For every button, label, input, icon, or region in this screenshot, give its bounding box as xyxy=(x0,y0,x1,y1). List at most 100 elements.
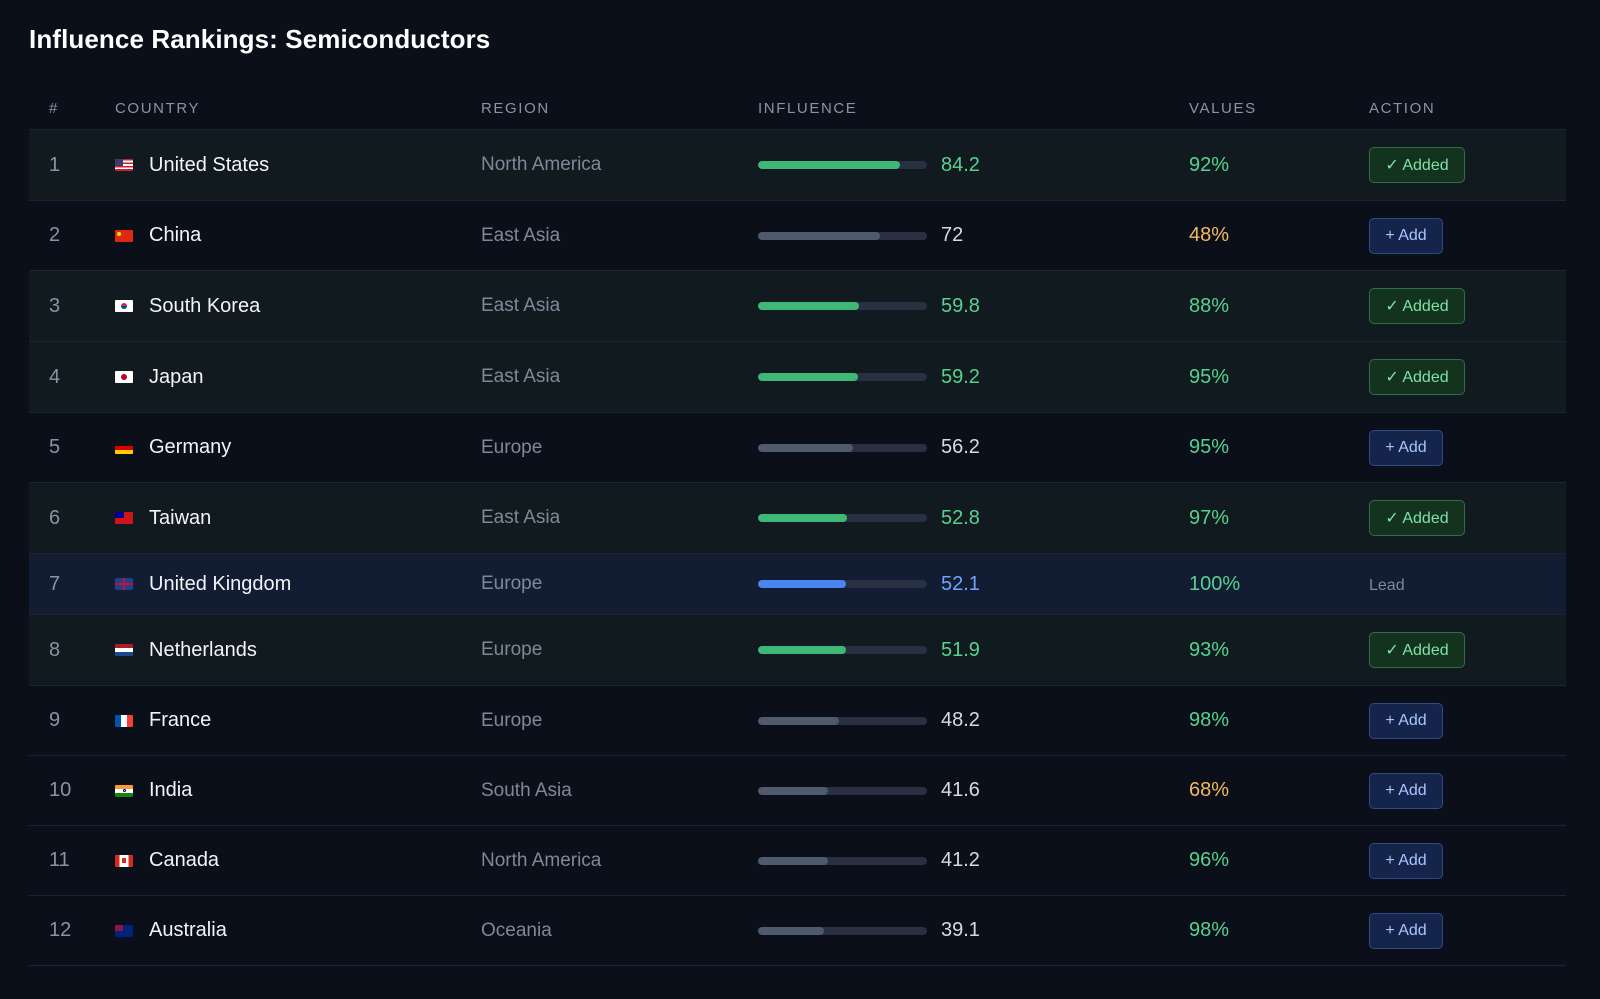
region-cell: East Asia xyxy=(481,295,561,316)
influence-bar-track xyxy=(758,514,927,522)
region-cell: East Asia xyxy=(481,507,561,528)
influence-bar-track xyxy=(758,302,927,310)
influence-bar-fill xyxy=(758,373,859,381)
influence-score: 41.2 xyxy=(941,849,980,871)
country-name: Netherlands xyxy=(149,638,257,661)
influence-bar-track xyxy=(758,161,927,169)
country-name: South Korea xyxy=(149,294,261,317)
table-row: 12 Australia Oceania 39.1 98% + Add xyxy=(29,896,1566,966)
country-cell: United Kingdom xyxy=(115,573,481,596)
table-row: 10 India South Asia 41.6 68% + Add xyxy=(29,756,1566,826)
table-row: 7 United Kingdom Europe 52.1 100% Lead xyxy=(29,554,1566,615)
kr-flag-icon xyxy=(115,300,133,312)
influence-score: 51.9 xyxy=(941,638,980,661)
added-button[interactable]: ✓ Added xyxy=(1369,632,1465,668)
values-cell: 98% xyxy=(1189,709,1230,731)
action-cell: ✓ Added xyxy=(1369,147,1566,183)
country-name: Australia xyxy=(149,919,227,941)
header-rank: # xyxy=(49,100,59,117)
de-flag-icon xyxy=(115,441,133,454)
country-name: United States xyxy=(149,153,270,176)
page-title: Influence Rankings: Semiconductors xyxy=(29,24,491,54)
influence-score: 41.6 xyxy=(941,779,980,801)
action-cell: ✓ Added xyxy=(1369,359,1566,395)
add-button[interactable]: + Add xyxy=(1369,702,1443,739)
fr-flag-icon xyxy=(115,714,133,727)
header-country: COUNTRY xyxy=(115,100,201,117)
table-row: 9 France Europe 48.2 98% + Add xyxy=(29,686,1566,756)
table-row: 11 Canada North America 41.2 96% + Add xyxy=(29,826,1566,896)
add-button[interactable]: + Add xyxy=(1369,912,1443,949)
region-cell: Europe xyxy=(481,573,543,594)
influence-score: 48.2 xyxy=(941,709,980,731)
us-flag-icon xyxy=(115,159,133,171)
added-button[interactable]: ✓ Added xyxy=(1369,500,1465,536)
table-row: 5 Germany Europe 56.2 95% + Add xyxy=(29,413,1566,483)
region-cell: East Asia xyxy=(481,366,561,387)
rank-cell: 8 xyxy=(49,638,61,661)
rankings-table: # COUNTRY REGION INFLUENCE VALUES ACTION… xyxy=(29,88,1566,966)
action-cell: ✓ Added xyxy=(1369,632,1566,668)
values-cell: 97% xyxy=(1189,506,1230,529)
rank-cell: 5 xyxy=(49,436,61,458)
added-button[interactable]: ✓ Added xyxy=(1369,147,1465,183)
add-button[interactable]: + Add xyxy=(1369,217,1443,254)
country-name: Germany xyxy=(149,436,232,458)
table-row: 3 South Korea East Asia 59.8 88% ✓ Added xyxy=(29,271,1566,342)
influence-bar-fill xyxy=(758,514,848,522)
values-cell: 100% xyxy=(1189,572,1241,595)
lead-label: Lead xyxy=(1369,576,1405,594)
influence-cell: 56.2 xyxy=(758,436,1189,459)
values-cell: 93% xyxy=(1189,638,1230,661)
region-cell: North America xyxy=(481,154,602,175)
values-cell: 92% xyxy=(1189,153,1230,176)
influence-score: 52.8 xyxy=(941,506,980,529)
action-cell: Lead xyxy=(1369,573,1566,596)
influence-bar-track xyxy=(758,786,927,795)
added-button[interactable]: ✓ Added xyxy=(1369,359,1465,395)
add-button[interactable]: + Add xyxy=(1369,842,1443,879)
influence-score: 56.2 xyxy=(941,436,980,458)
region-cell: South Asia xyxy=(481,779,572,801)
rank-cell: 6 xyxy=(49,506,61,529)
country-name: United Kingdom xyxy=(149,572,292,595)
country-name: Taiwan xyxy=(149,506,212,529)
country-cell: China xyxy=(115,224,481,247)
values-cell: 96% xyxy=(1189,849,1230,871)
tw-flag-icon xyxy=(115,512,133,524)
values-cell: 95% xyxy=(1189,436,1230,458)
rank-cell: 1 xyxy=(49,153,61,176)
influence-score: 59.8 xyxy=(941,294,980,317)
add-button[interactable]: + Add xyxy=(1369,429,1443,466)
influence-cell: 39.1 xyxy=(758,919,1189,942)
region-cell: North America xyxy=(481,849,602,871)
country-cell: Japan xyxy=(115,366,481,389)
gb-flag-icon xyxy=(115,578,133,590)
country-cell: France xyxy=(115,709,481,732)
influence-cell: 59.2 xyxy=(758,366,1189,389)
country-name: India xyxy=(149,779,193,801)
influence-bar-track xyxy=(758,646,927,654)
header-action: ACTION xyxy=(1369,100,1436,117)
table-row: 2 China East Asia 72 48% + Add xyxy=(29,201,1566,271)
country-cell: Netherlands xyxy=(115,639,481,662)
country-name: China xyxy=(149,224,202,246)
rank-cell: 7 xyxy=(49,572,61,595)
influence-cell: 59.8 xyxy=(758,295,1189,318)
add-button[interactable]: + Add xyxy=(1369,772,1443,809)
added-button[interactable]: ✓ Added xyxy=(1369,288,1465,324)
influence-bar-fill xyxy=(758,716,840,725)
region-cell: East Asia xyxy=(481,224,561,246)
influence-cell: 41.6 xyxy=(758,779,1189,802)
influence-bar-track xyxy=(758,856,927,865)
values-cell: 48% xyxy=(1189,224,1230,246)
influence-bar-fill xyxy=(758,231,880,240)
country-cell: United States xyxy=(115,154,481,177)
influence-cell: 84.2 xyxy=(758,154,1189,177)
rank-cell: 9 xyxy=(49,709,61,731)
values-cell: 98% xyxy=(1189,919,1230,941)
influence-cell: 41.2 xyxy=(758,849,1189,872)
influence-cell: 51.9 xyxy=(758,639,1189,662)
action-cell: ✓ Added xyxy=(1369,500,1566,536)
action-cell: + Add xyxy=(1369,912,1566,949)
